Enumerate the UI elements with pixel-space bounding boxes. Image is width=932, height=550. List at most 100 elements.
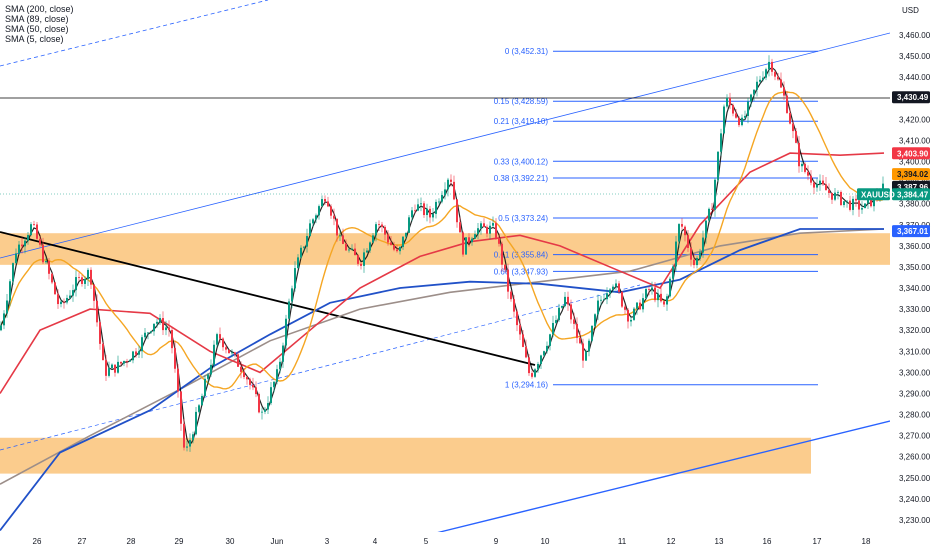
candle-body xyxy=(336,218,338,236)
candle-body xyxy=(270,387,272,404)
candle-body xyxy=(147,332,149,334)
candle-body xyxy=(825,184,827,191)
candle-body xyxy=(423,203,425,216)
candle-body xyxy=(126,361,128,362)
candle-body xyxy=(48,260,50,274)
candle-body xyxy=(405,232,407,237)
lower-channel-line xyxy=(435,420,891,534)
price-tag-label: 3,394.02 xyxy=(897,170,929,179)
y-tick-label: 3,280.00 xyxy=(899,411,931,420)
candle-body xyxy=(471,238,473,243)
candle-body xyxy=(276,369,278,382)
candle-body xyxy=(102,343,104,361)
candle-body xyxy=(714,179,716,210)
legend-entry: SMA (50, close) xyxy=(5,24,69,34)
candle-body xyxy=(822,180,824,185)
candle-body xyxy=(33,224,35,225)
candle-body xyxy=(174,348,176,369)
candle-body xyxy=(804,163,806,172)
fib-label-0.33: 0.33 (3,400.12) xyxy=(494,157,549,166)
candle-body xyxy=(834,192,836,200)
candle-body xyxy=(216,334,218,345)
candle-body xyxy=(573,319,575,324)
candle-body xyxy=(210,364,212,375)
candle-body xyxy=(207,374,209,379)
candle-body xyxy=(567,296,569,305)
y-tick-label: 3,290.00 xyxy=(899,389,931,398)
legend-entry: SMA (200, close) xyxy=(5,4,74,14)
candle-body xyxy=(432,213,434,218)
x-tick-label: 26 xyxy=(33,537,42,546)
candle-body xyxy=(504,264,506,270)
candle-body xyxy=(786,95,788,113)
candle-body xyxy=(486,226,488,234)
candle-body xyxy=(108,368,110,376)
y-tick-label: 3,380.00 xyxy=(899,200,931,209)
candle-body xyxy=(522,334,524,347)
y-tick-label: 3,330.00 xyxy=(899,305,931,314)
candle-body xyxy=(828,190,830,193)
candle-body xyxy=(201,395,203,406)
candle-body xyxy=(294,268,296,289)
candle-body xyxy=(111,364,113,369)
candle-body xyxy=(543,351,545,356)
candle-body xyxy=(264,409,266,412)
candle-body xyxy=(741,117,743,126)
candle-body xyxy=(378,224,380,225)
candle-body xyxy=(261,411,263,413)
candle-body xyxy=(645,289,647,299)
candle-body xyxy=(702,237,704,253)
fib-label-0.61: 0.61 (3,355.84) xyxy=(494,251,549,260)
candle-body xyxy=(669,278,671,297)
candle-body xyxy=(450,179,452,182)
candle-body xyxy=(498,237,500,244)
candle-body xyxy=(63,301,65,303)
candle-body xyxy=(408,217,410,233)
y-tick-label: 3,350.00 xyxy=(899,263,931,272)
candle-body xyxy=(60,301,62,305)
candle-body xyxy=(846,200,848,202)
upper-channel-line xyxy=(0,32,891,259)
candle-body xyxy=(435,201,437,214)
candle-body xyxy=(375,224,377,236)
legend-entry: SMA (89, close) xyxy=(5,14,69,24)
candle-body xyxy=(123,361,125,364)
price-tag-label: 3,367.01 xyxy=(897,227,929,236)
candle-body xyxy=(570,304,572,320)
y-tick-label: 3,340.00 xyxy=(899,284,931,293)
candle-body xyxy=(849,200,851,210)
candle-body xyxy=(258,394,260,413)
candle-body xyxy=(738,117,740,126)
y-tick-label: 3,410.00 xyxy=(899,136,931,145)
candle-body xyxy=(852,198,854,210)
candle-body xyxy=(756,81,758,90)
candle-body xyxy=(411,210,413,218)
candle-body xyxy=(114,364,116,373)
candle-body xyxy=(243,371,245,378)
y-tick-label: 3,250.00 xyxy=(899,474,931,483)
candle-body xyxy=(687,235,689,248)
fibonacci-retracement: 0 (3,452.31) 0.15 (3,428.59) 0.21 (3,419.1… xyxy=(494,47,818,390)
x-tick-label: 9 xyxy=(494,537,499,546)
candle-body xyxy=(591,325,593,341)
candle-body xyxy=(729,97,731,106)
candle-body xyxy=(492,223,494,226)
price-tag-label: 3,387.96 xyxy=(897,183,929,192)
sma-89-line xyxy=(0,228,884,532)
candle-body xyxy=(339,235,341,237)
candle-body xyxy=(177,368,179,392)
candle-body xyxy=(426,208,428,216)
candle-body xyxy=(696,257,698,266)
candle-body xyxy=(84,278,86,284)
candle-body xyxy=(717,151,719,180)
candle-body xyxy=(519,325,521,335)
x-tick-label: 17 xyxy=(813,537,822,546)
candle-body xyxy=(309,223,311,237)
candle-body xyxy=(219,334,221,339)
candle-body xyxy=(483,223,485,227)
legend-entry: SMA (5, close) xyxy=(5,34,64,44)
candle-body xyxy=(357,255,359,264)
legend: SMA (200, close)SMA (89, close)SMA (50, … xyxy=(5,4,74,44)
x-tick-label: 18 xyxy=(862,537,871,546)
